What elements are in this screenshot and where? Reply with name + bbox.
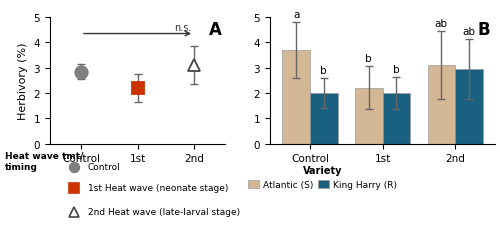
Text: 1st Heat wave (neonate stage): 1st Heat wave (neonate stage) [88,183,228,192]
Text: ab: ab [435,19,448,29]
Text: Control: Control [88,163,120,172]
Bar [355,89,382,144]
Text: n.s.: n.s. [174,23,191,33]
Bar [310,94,338,144]
Bar [382,94,410,144]
Text: Heat wave tmt/
timing: Heat wave tmt/ timing [5,151,84,171]
Text: b: b [393,64,400,74]
Bar [282,51,310,144]
Text: B: B [478,20,490,38]
Text: A: A [208,20,222,38]
Text: b: b [320,65,327,75]
Text: ab: ab [462,27,475,36]
Text: a: a [293,10,300,20]
Legend: Atlantic (S), King Harry (R): Atlantic (S), King Harry (R) [244,162,400,193]
Bar [455,70,482,144]
Text: b: b [366,54,372,64]
Text: 2nd Heat wave (late-larval stage): 2nd Heat wave (late-larval stage) [88,207,240,216]
Bar [428,66,455,144]
Y-axis label: Herbivory (%): Herbivory (%) [18,43,28,119]
